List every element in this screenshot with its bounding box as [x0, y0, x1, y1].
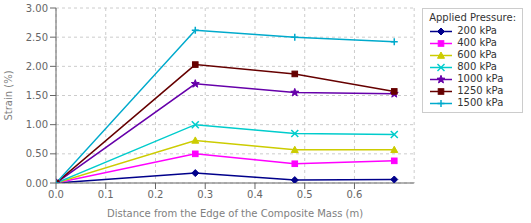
svg-text:0.3: 0.3: [197, 189, 213, 200]
svg-text:0.6: 0.6: [347, 189, 363, 200]
html-text:800 kPa: 800 kPa: [457, 61, 497, 72]
html-text:Applied Pressure:: Applied Pressure:: [429, 12, 516, 23]
svg-text:0.2: 0.2: [148, 189, 164, 200]
svg-text:3.00: 3.00: [26, 3, 48, 14]
svg-text:0.1: 0.1: [98, 189, 114, 200]
html-text:400 kPa: 400 kPa: [457, 37, 497, 48]
svg-text:1.00: 1.00: [26, 119, 48, 130]
html-text:1000 kPa: 1000 kPa: [457, 73, 504, 84]
svg-text:2.50: 2.50: [26, 32, 48, 43]
html-text:1500 kPa: 1500 kPa: [457, 97, 504, 108]
html-text:200 kPa: 200 kPa: [457, 25, 497, 36]
html-text:600 kPa: 600 kPa: [457, 49, 497, 60]
svg-text:Distance from the Edge of the: Distance from the Edge of the Composite …: [107, 208, 363, 219]
svg-text:0.0: 0.0: [48, 189, 64, 200]
svg-text:0.5: 0.5: [297, 189, 313, 200]
svg-text:2.00: 2.00: [26, 61, 48, 72]
svg-text:1.50: 1.50: [26, 90, 48, 101]
html-text:1250 kPa: 1250 kPa: [457, 85, 504, 96]
svg-text:0.4: 0.4: [247, 189, 263, 200]
svg-text:0.00: 0.00: [26, 178, 48, 189]
svg-text:0.50: 0.50: [26, 148, 48, 159]
svg-text:Strain (%): Strain (%): [8, 70, 14, 120]
